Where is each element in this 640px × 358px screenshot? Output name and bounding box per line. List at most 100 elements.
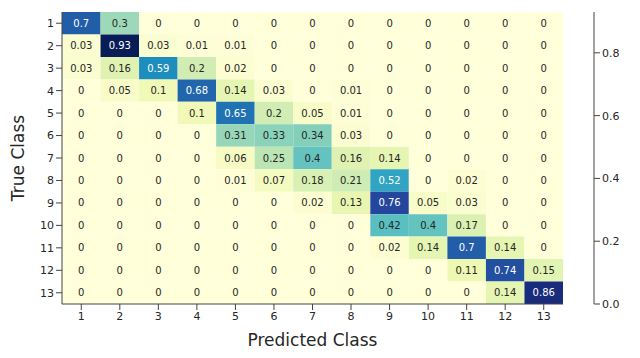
svg-text:0: 0 — [155, 197, 161, 208]
svg-text:0.03: 0.03 — [456, 197, 478, 208]
svg-text:0: 0 — [117, 265, 123, 276]
svg-text:0: 0 — [309, 63, 315, 74]
svg-text:0: 0 — [348, 40, 354, 51]
svg-text:3: 3 — [47, 62, 54, 75]
svg-text:7: 7 — [309, 310, 316, 323]
svg-text:0: 0 — [502, 18, 508, 29]
svg-text:12: 12 — [498, 310, 512, 323]
svg-text:0: 0 — [117, 197, 123, 208]
svg-text:0.34: 0.34 — [301, 130, 323, 141]
svg-text:0: 0 — [271, 40, 277, 51]
svg-text:True Class: True Class — [8, 115, 28, 202]
svg-text:0: 0 — [386, 108, 392, 119]
svg-text:9: 9 — [386, 310, 393, 323]
svg-text:0: 0 — [117, 153, 123, 164]
svg-text:0.31: 0.31 — [224, 130, 246, 141]
svg-text:0: 0 — [463, 108, 469, 119]
svg-text:0.13: 0.13 — [340, 197, 362, 208]
svg-text:0: 0 — [232, 220, 238, 231]
svg-text:0: 0 — [194, 197, 200, 208]
svg-text:0: 0 — [463, 130, 469, 141]
svg-text:0.2: 0.2 — [266, 108, 282, 119]
svg-text:0: 0 — [502, 40, 508, 51]
svg-text:0.01: 0.01 — [224, 40, 246, 51]
svg-text:0.17: 0.17 — [456, 220, 478, 231]
svg-text:0: 0 — [78, 130, 84, 141]
svg-text:0.02: 0.02 — [301, 197, 323, 208]
svg-text:0: 0 — [117, 287, 123, 298]
svg-text:5: 5 — [232, 310, 239, 323]
svg-text:0: 0 — [194, 18, 200, 29]
svg-text:0: 0 — [78, 220, 84, 231]
svg-text:0.59: 0.59 — [147, 63, 169, 74]
svg-text:0.8: 0.8 — [602, 47, 620, 60]
svg-text:0.1: 0.1 — [150, 85, 166, 96]
svg-text:0.18: 0.18 — [301, 175, 323, 186]
svg-text:0.0: 0.0 — [602, 298, 620, 311]
svg-text:0.14: 0.14 — [494, 242, 516, 253]
svg-text:0: 0 — [425, 153, 431, 164]
svg-text:0: 0 — [271, 197, 277, 208]
svg-text:0.03: 0.03 — [340, 130, 362, 141]
svg-text:0: 0 — [117, 175, 123, 186]
svg-text:0: 0 — [541, 108, 547, 119]
svg-text:0.7: 0.7 — [459, 242, 475, 253]
svg-text:0: 0 — [541, 153, 547, 164]
svg-text:6: 6 — [270, 310, 277, 323]
svg-text:0: 0 — [155, 153, 161, 164]
svg-text:0: 0 — [78, 85, 84, 96]
svg-text:0.01: 0.01 — [224, 175, 246, 186]
svg-text:5: 5 — [47, 107, 54, 120]
svg-text:0: 0 — [155, 130, 161, 141]
svg-text:1: 1 — [47, 17, 54, 30]
svg-text:0: 0 — [541, 197, 547, 208]
svg-text:0: 0 — [425, 130, 431, 141]
svg-text:0: 0 — [541, 175, 547, 186]
svg-text:0: 0 — [271, 63, 277, 74]
svg-text:0.74: 0.74 — [494, 265, 516, 276]
svg-text:0: 0 — [348, 265, 354, 276]
svg-text:0.05: 0.05 — [109, 85, 131, 96]
svg-text:0: 0 — [309, 242, 315, 253]
svg-text:0: 0 — [271, 220, 277, 231]
svg-text:0.01: 0.01 — [186, 40, 208, 51]
svg-text:0: 0 — [541, 220, 547, 231]
svg-text:0: 0 — [78, 265, 84, 276]
svg-text:0: 0 — [502, 153, 508, 164]
svg-text:0.16: 0.16 — [340, 153, 362, 164]
svg-text:0: 0 — [232, 287, 238, 298]
svg-text:0: 0 — [78, 175, 84, 186]
svg-text:0: 0 — [541, 63, 547, 74]
svg-text:0.93: 0.93 — [109, 40, 131, 51]
svg-text:0.16: 0.16 — [109, 63, 131, 74]
svg-text:0.05: 0.05 — [417, 197, 439, 208]
svg-text:0: 0 — [541, 18, 547, 29]
svg-text:0: 0 — [425, 287, 431, 298]
svg-text:8: 8 — [348, 310, 355, 323]
svg-text:0: 0 — [348, 242, 354, 253]
svg-text:0: 0 — [271, 242, 277, 253]
svg-text:6: 6 — [47, 129, 54, 142]
svg-text:0: 0 — [541, 130, 547, 141]
svg-text:0: 0 — [425, 63, 431, 74]
svg-text:0: 0 — [78, 108, 84, 119]
svg-text:10: 10 — [40, 219, 54, 232]
svg-text:0: 0 — [425, 175, 431, 186]
svg-text:0: 0 — [463, 85, 469, 96]
svg-text:0: 0 — [502, 220, 508, 231]
svg-text:Predicted Class: Predicted Class — [248, 330, 378, 350]
svg-text:0: 0 — [155, 175, 161, 186]
svg-text:0.14: 0.14 — [494, 287, 516, 298]
svg-text:0: 0 — [232, 197, 238, 208]
svg-text:0: 0 — [386, 130, 392, 141]
svg-text:12: 12 — [40, 264, 54, 277]
svg-text:0: 0 — [117, 108, 123, 119]
svg-text:0: 0 — [78, 197, 84, 208]
svg-text:0: 0 — [463, 40, 469, 51]
svg-text:0.2: 0.2 — [602, 235, 620, 248]
svg-text:0: 0 — [155, 18, 161, 29]
svg-text:0: 0 — [155, 265, 161, 276]
svg-text:0: 0 — [348, 63, 354, 74]
svg-text:11: 11 — [460, 310, 474, 323]
svg-text:0: 0 — [232, 265, 238, 276]
